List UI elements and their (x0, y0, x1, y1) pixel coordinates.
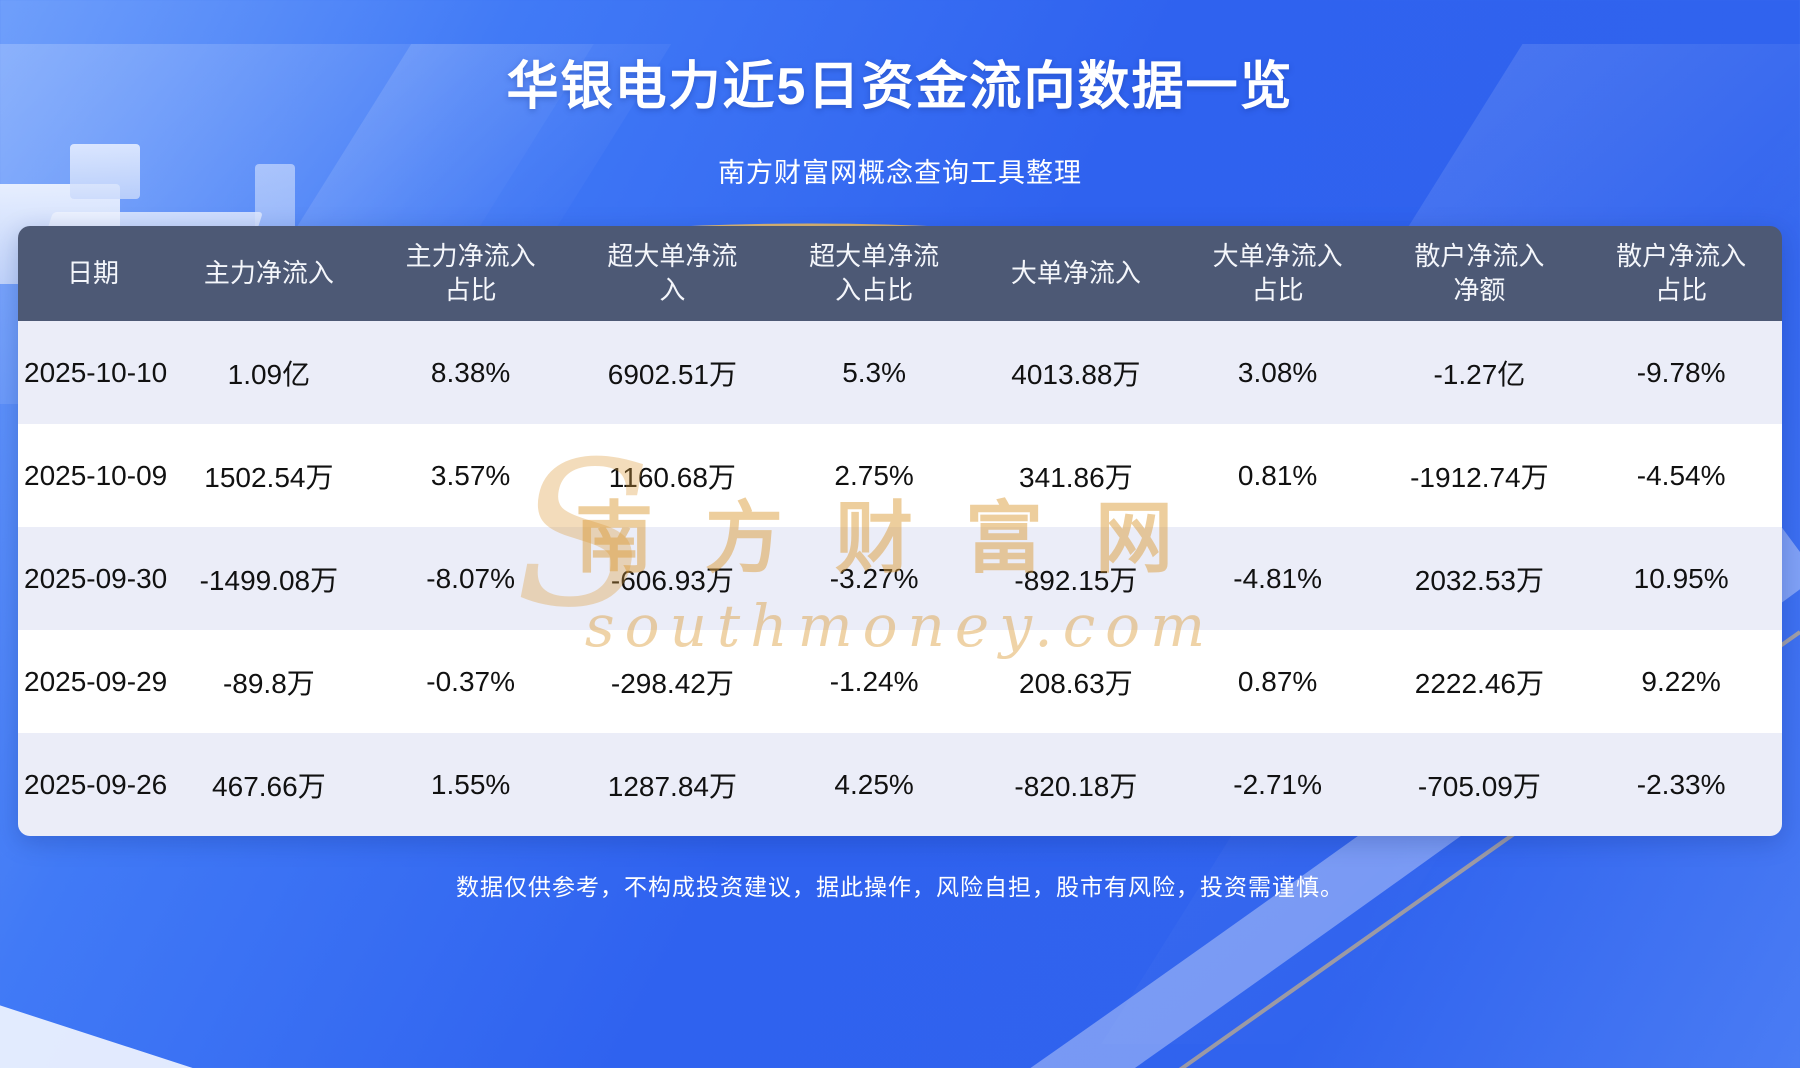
date-cell: 2025-09-30 (18, 527, 168, 630)
value-cell: 1.55% (369, 733, 572, 836)
table-row: 2025-10-09 1502.54万 3.57% 1160.68万 2.75% 341.… (18, 424, 1782, 527)
disclaimer-text: 数据仅供参考，不构成投资建议，据此操作，风险自担，股市有风险，投资需谨慎。 (456, 874, 1344, 900)
page-subtitle: 南方财富网概念查询工具整理 (718, 158, 1082, 188)
value-cell: -705.09万 (1378, 733, 1581, 836)
value-cell: 2222.46万 (1378, 630, 1581, 733)
value-cell: 10.95% (1580, 527, 1782, 630)
value-cell: 3.57% (369, 424, 572, 527)
value-cell: 1287.84万 (571, 733, 774, 836)
value-cell: -298.42万 (571, 630, 774, 733)
value-cell: -9.78% (1580, 321, 1782, 424)
column-header: 散户净流入占比 (1580, 226, 1782, 321)
date-cell: 2025-10-09 (18, 424, 168, 527)
column-header: 散户净流入净额 (1378, 226, 1581, 321)
table-row: 2025-09-26 467.66万 1.55% 1287.84万 4.25% -820.… (18, 733, 1782, 836)
value-cell: -1912.74万 (1378, 424, 1581, 527)
date-cell: 2025-09-29 (18, 630, 168, 733)
value-cell: -4.81% (1176, 527, 1379, 630)
column-header: 大单净流入 (975, 226, 1177, 321)
value-cell: -820.18万 (975, 733, 1177, 836)
header-row: 日期 主力净流入 主力净流入占比 超大单净流入 超大单净流入占比 大单净流入 大单净流入占比… (18, 226, 1782, 321)
value-cell: -2.33% (1580, 733, 1782, 836)
main-content: 华银电力近5日资金流向数据一览 南方财富网概念查询工具整理 日期 主力净流入 主力净… (0, 44, 1800, 902)
value-cell: 341.86万 (975, 424, 1177, 527)
table-row: 2025-09-30 -1499.08万 -8.07% -606.93万 -3.27% -… (18, 527, 1782, 630)
value-cell: -3.27% (773, 527, 975, 630)
column-header: 主力净流入占比 (369, 226, 572, 321)
page-title: 华银电力近5日资金流向数据一览 (506, 58, 1294, 116)
corner-wedge-graphic (0, 995, 217, 1068)
value-cell: -89.8万 (168, 630, 370, 733)
value-cell: 2032.53万 (1378, 527, 1581, 630)
value-cell: -606.93万 (571, 527, 774, 630)
table-row: 2025-09-29 -89.8万 -0.37% -298.42万 -1.24% 208.… (18, 630, 1782, 733)
value-cell: 4.25% (773, 733, 975, 836)
value-cell: -1.27亿 (1378, 321, 1581, 424)
value-cell: 1160.68万 (571, 424, 774, 527)
column-header: 超大单净流入 (571, 226, 774, 321)
value-cell: 467.66万 (168, 733, 370, 836)
table-row: 2025-10-10 1.09亿 8.38% 6902.51万 5.3% 4013.88万… (18, 321, 1782, 424)
value-cell: 208.63万 (975, 630, 1177, 733)
building-block-graphic (70, 144, 140, 199)
value-cell: 2.75% (773, 424, 975, 527)
value-cell: -1.24% (773, 630, 975, 733)
column-header: 大单净流入占比 (1176, 226, 1379, 321)
value-cell: 9.22% (1580, 630, 1782, 733)
value-cell: 1.09亿 (168, 321, 370, 424)
value-cell: 4013.88万 (975, 321, 1177, 424)
value-cell: 6902.51万 (571, 321, 774, 424)
value-cell: -2.71% (1176, 733, 1379, 836)
column-header: 超大单净流入占比 (773, 226, 975, 321)
column-header: 主力净流入 (168, 226, 370, 321)
fund-flow-table: 日期 主力净流入 主力净流入占比 超大单净流入 超大单净流入占比 大单净流入 大单净流入占比… (18, 226, 1782, 836)
table-body: 2025-10-10 1.09亿 8.38% 6902.51万 5.3% 4013.88万… (18, 321, 1782, 836)
value-cell: -1499.08万 (168, 527, 370, 630)
value-cell: 0.81% (1176, 424, 1379, 527)
value-cell: 8.38% (369, 321, 572, 424)
value-cell: 3.08% (1176, 321, 1379, 424)
date-cell: 2025-10-10 (18, 321, 168, 424)
column-header: 日期 (18, 226, 168, 321)
value-cell: -8.07% (369, 527, 572, 630)
value-cell: -4.54% (1580, 424, 1782, 527)
value-cell: 1502.54万 (168, 424, 370, 527)
value-cell: -0.37% (369, 630, 572, 733)
data-table: 日期 主力净流入 主力净流入占比 超大单净流入 超大单净流入占比 大单净流入 大单净流入占比… (18, 226, 1782, 836)
date-cell: 2025-09-26 (18, 733, 168, 836)
value-cell: 5.3% (773, 321, 975, 424)
value-cell: -892.15万 (975, 527, 1177, 630)
table-header: 日期 主力净流入 主力净流入占比 超大单净流入 超大单净流入占比 大单净流入 大单净流入占比… (18, 226, 1782, 321)
value-cell: 0.87% (1176, 630, 1379, 733)
